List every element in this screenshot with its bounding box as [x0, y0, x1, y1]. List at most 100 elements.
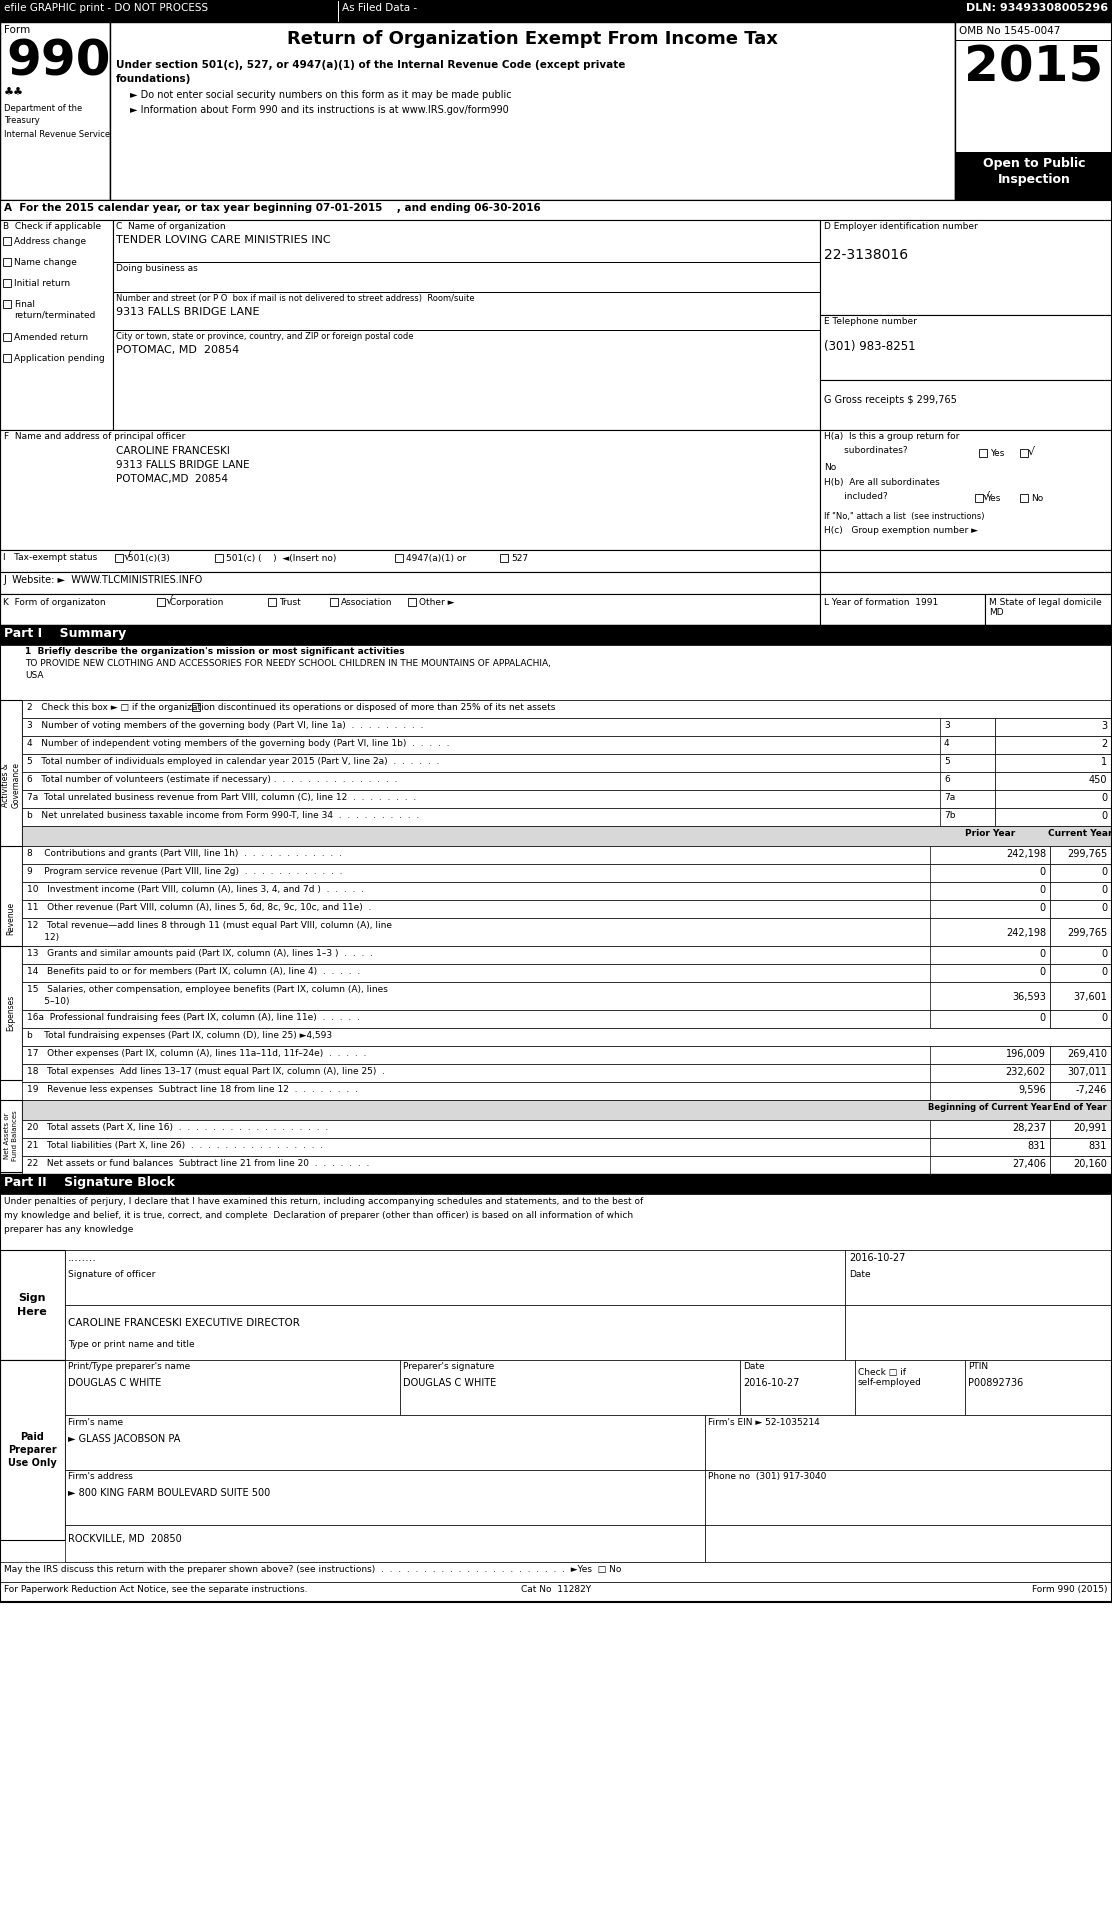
- Bar: [855, 1360, 965, 1416]
- Bar: [995, 772, 1112, 790]
- Text: Open to Public: Open to Public: [983, 158, 1085, 169]
- Text: Association: Association: [341, 597, 393, 607]
- Text: 7b: 7b: [944, 811, 955, 820]
- Text: For Paperwork Reduction Act Notice, see the separate instructions.: For Paperwork Reduction Act Notice, see …: [4, 1585, 308, 1594]
- Text: 7a: 7a: [944, 793, 955, 801]
- Bar: [930, 1064, 1050, 1082]
- Text: H(a)  Is this a group return for: H(a) Is this a group return for: [824, 432, 960, 442]
- Text: subordinates?: subordinates?: [824, 446, 907, 455]
- Text: No: No: [1031, 494, 1043, 503]
- Bar: [110, 21, 955, 200]
- Bar: [975, 494, 983, 501]
- Text: 196,009: 196,009: [1006, 1049, 1046, 1058]
- Text: 5–10): 5–10): [27, 997, 69, 1007]
- Text: foundations): foundations): [116, 75, 191, 85]
- Text: 4947(a)(1) or: 4947(a)(1) or: [406, 553, 466, 563]
- Text: 3: 3: [1101, 720, 1108, 732]
- Text: 37,601: 37,601: [1073, 991, 1108, 1003]
- Bar: [930, 918, 1050, 945]
- Text: DOUGLAS C WHITE: DOUGLAS C WHITE: [68, 1377, 161, 1389]
- Bar: [22, 1064, 1112, 1082]
- Bar: [1050, 964, 1112, 982]
- Bar: [930, 845, 1050, 864]
- Text: Form 990 (2015): Form 990 (2015): [1033, 1585, 1108, 1594]
- Text: 4   Number of independent voting members of the governing body (Part VI, line 1b: 4 Number of independent voting members o…: [27, 740, 449, 747]
- Text: 242,198: 242,198: [1006, 849, 1046, 859]
- Bar: [940, 718, 995, 736]
- Bar: [215, 553, 224, 563]
- Bar: [0, 1562, 1112, 1583]
- Bar: [985, 594, 1112, 624]
- Text: 0: 0: [1101, 886, 1108, 895]
- Text: 2016-10-27: 2016-10-27: [848, 1252, 905, 1262]
- Text: 0: 0: [1101, 903, 1108, 912]
- Text: Part II    Signature Block: Part II Signature Block: [4, 1176, 175, 1189]
- Bar: [1050, 901, 1112, 918]
- Text: 990: 990: [6, 38, 110, 86]
- Bar: [22, 718, 1112, 736]
- Bar: [192, 703, 200, 711]
- Text: 0: 0: [1101, 866, 1108, 878]
- Bar: [1050, 1120, 1112, 1137]
- Bar: [22, 1047, 1112, 1064]
- Bar: [940, 809, 995, 826]
- Bar: [1050, 1047, 1112, 1064]
- Text: 501(c)(3): 501(c)(3): [125, 553, 170, 563]
- Bar: [1050, 882, 1112, 901]
- Bar: [820, 380, 1112, 430]
- Text: 527: 527: [512, 553, 528, 563]
- Text: 501(c) (    )  ◄(Insert no): 501(c) ( ) ◄(Insert no): [226, 553, 336, 563]
- Bar: [0, 1360, 64, 1541]
- Text: End of Year: End of Year: [1053, 1103, 1106, 1112]
- Text: 4: 4: [944, 740, 950, 747]
- Bar: [1050, 1010, 1112, 1028]
- Text: ........: ........: [68, 1252, 97, 1262]
- Text: √: √: [166, 596, 173, 605]
- Text: 307,011: 307,011: [1068, 1066, 1108, 1078]
- Text: Print/Type preparer's name: Print/Type preparer's name: [68, 1362, 190, 1372]
- Text: 9    Program service revenue (Part VIII, line 2g)  .  .  .  .  .  .  .  .  .  . : 9 Program service revenue (Part VIII, li…: [27, 866, 342, 876]
- Text: Number and street (or P O  box if mail is not delivered to street address)  Room: Number and street (or P O box if mail is…: [116, 294, 475, 304]
- Text: USA: USA: [24, 670, 43, 680]
- Text: Phone no  (301) 917-3040: Phone no (301) 917-3040: [708, 1471, 826, 1481]
- Text: 9313 FALLS BRIDGE LANE: 9313 FALLS BRIDGE LANE: [116, 307, 259, 317]
- Text: OMB No 1545-0047: OMB No 1545-0047: [959, 27, 1061, 36]
- Bar: [22, 845, 1112, 864]
- Text: 3   Number of voting members of the governing body (Part VI, line 1a)  .  .  .  : 3 Number of voting members of the govern…: [27, 720, 424, 730]
- Bar: [0, 1195, 1112, 1251]
- Bar: [22, 882, 1112, 901]
- Text: 1: 1: [1101, 757, 1108, 766]
- Text: √: √: [125, 551, 131, 563]
- Text: K  Form of organizaton: K Form of organizaton: [3, 597, 106, 607]
- Text: 0: 0: [1101, 793, 1108, 803]
- Text: Part I    Summary: Part I Summary: [4, 626, 127, 640]
- Text: POTOMAC,MD  20854: POTOMAC,MD 20854: [116, 474, 228, 484]
- Text: 0: 0: [1040, 866, 1046, 878]
- Bar: [0, 645, 1112, 699]
- Bar: [0, 1101, 22, 1172]
- Bar: [930, 882, 1050, 901]
- Bar: [0, 0, 1112, 1602]
- Bar: [979, 450, 987, 457]
- Bar: [3, 353, 11, 361]
- Text: P00892736: P00892736: [969, 1377, 1023, 1389]
- Bar: [0, 945, 22, 1080]
- Bar: [0, 1583, 1112, 1602]
- Bar: [930, 1082, 1050, 1101]
- Text: DOUGLAS C WHITE: DOUGLAS C WHITE: [403, 1377, 496, 1389]
- Bar: [22, 982, 1112, 1010]
- Bar: [3, 236, 11, 246]
- Bar: [739, 1360, 855, 1416]
- Text: 8    Contributions and grants (Part VIII, line 1h)  .  .  .  .  .  .  .  .  .  .: 8 Contributions and grants (Part VIII, l…: [27, 849, 341, 859]
- Text: Type or print name and title: Type or print name and title: [68, 1341, 195, 1349]
- Text: 1  Briefly describe the organization's mission or most significant activities: 1 Briefly describe the organization's mi…: [24, 647, 405, 655]
- Bar: [0, 572, 820, 594]
- Bar: [408, 597, 416, 605]
- Bar: [1020, 450, 1027, 457]
- Bar: [995, 718, 1112, 736]
- Bar: [0, 594, 820, 624]
- Bar: [995, 736, 1112, 755]
- Text: ♣♣: ♣♣: [4, 88, 24, 98]
- Text: 299,765: 299,765: [1066, 928, 1108, 937]
- Text: b   Net unrelated business taxable income from Form 990-T, line 34  .  .  .  .  : b Net unrelated business taxable income …: [27, 811, 419, 820]
